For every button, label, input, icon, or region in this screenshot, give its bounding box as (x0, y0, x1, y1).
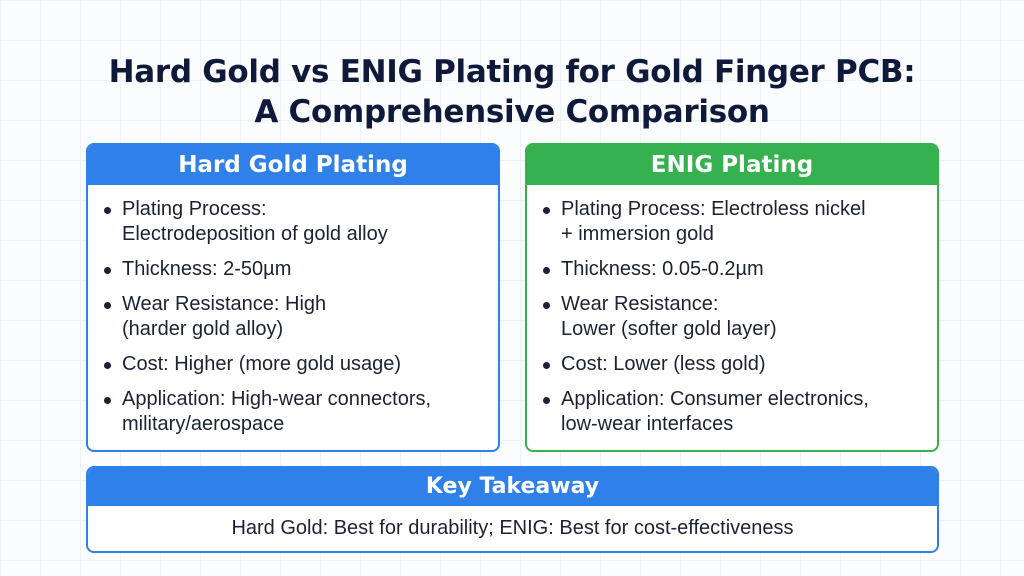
takeaway-card: Key Takeaway Hard Gold: Best for durabil… (86, 466, 939, 553)
item-line: low-wear interfaces (561, 413, 734, 435)
enig-item-wear: Wear Resistance: Lower (softer gold laye… (541, 292, 919, 342)
bullet-icon (543, 302, 550, 309)
hard-gold-heading: Hard Gold Plating (88, 145, 498, 185)
item-line: Thickness: 0.05-0.2µm (561, 258, 764, 280)
hard-gold-item-cost: Cost: Higher (more gold usage) (102, 352, 480, 377)
bullet-icon (104, 397, 111, 404)
item-line: Wear Resistance: High (122, 293, 327, 315)
enig-item-thickness: Thickness: 0.05-0.2µm (541, 257, 919, 282)
item-line: Lower (softer gold layer) (561, 318, 777, 340)
item-line: Cost: Higher (more gold usage) (122, 353, 402, 375)
item-line: military/aerospace (122, 413, 285, 435)
item-line: (harder gold alloy) (122, 318, 284, 340)
bullet-icon (104, 267, 111, 274)
item-line: Plating Process: Electroless nickel (561, 198, 866, 220)
bullet-icon (104, 207, 111, 214)
enig-item-process: Plating Process: Electroless nickel + im… (541, 197, 919, 247)
bullet-icon (104, 362, 111, 369)
hard-gold-item-thickness: Thickness: 2-50µm (102, 257, 480, 282)
item-line: Application: High-wear connectors, (122, 388, 432, 410)
enig-item-application: Application: Consumer electronics, low-w… (541, 387, 919, 437)
item-line: Thickness: 2-50µm (122, 258, 292, 280)
item-line: Plating Process: (122, 198, 267, 220)
hard-gold-item-wear: Wear Resistance: High (harder gold alloy… (102, 292, 480, 342)
enig-list: Plating Process: Electroless nickel + im… (527, 185, 937, 437)
bullet-icon (543, 207, 550, 214)
takeaway-text: Hard Gold: Best for durability; ENIG: Be… (231, 517, 794, 539)
hard-gold-item-process: Plating Process: Electrodeposition of go… (102, 197, 480, 247)
enig-card: ENIG Plating Plating Process: Electroles… (525, 143, 939, 452)
hard-gold-list: Plating Process: Electrodeposition of go… (88, 185, 498, 437)
bullet-icon (543, 267, 550, 274)
hard-gold-card: Hard Gold Plating Plating Process: Elect… (86, 143, 500, 452)
enig-heading: ENIG Plating (527, 145, 937, 185)
title-line-2: A Comprehensive Comparison (254, 94, 770, 130)
takeaway-heading: Key Takeaway (88, 468, 937, 506)
item-line: Cost: Lower (less gold) (561, 353, 766, 375)
item-line: Electrodeposition of gold alloy (122, 223, 388, 245)
item-line: Application: Consumer electronics, (561, 388, 869, 410)
bullet-icon (104, 302, 111, 309)
title-line-1: Hard Gold vs ENIG Plating for Gold Finge… (108, 54, 916, 90)
enig-item-cost: Cost: Lower (less gold) (541, 352, 919, 377)
item-line: + immersion gold (561, 223, 714, 245)
bullet-icon (543, 362, 550, 369)
bullet-icon (543, 397, 550, 404)
item-line: Wear Resistance: (561, 293, 719, 315)
page-title: Hard Gold vs ENIG Plating for Gold Finge… (0, 52, 1024, 132)
hard-gold-item-application: Application: High-wear connectors, milit… (102, 387, 480, 437)
